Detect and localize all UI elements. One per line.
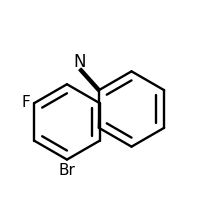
Text: N: N [73,53,86,72]
Text: Br: Br [59,163,75,178]
Text: F: F [22,95,31,109]
